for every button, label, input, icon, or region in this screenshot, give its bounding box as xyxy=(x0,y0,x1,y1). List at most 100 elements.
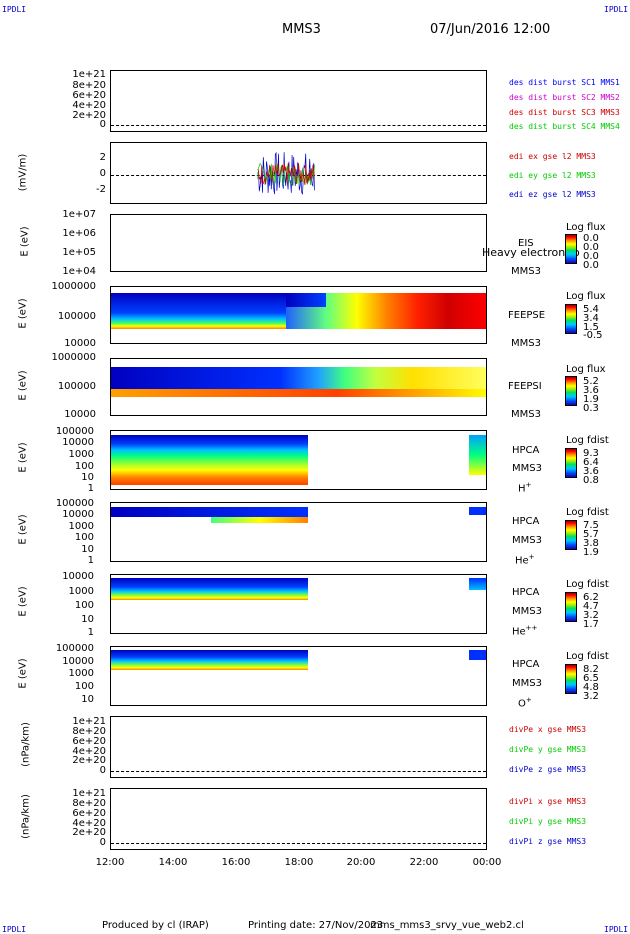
tick-label: 100000 xyxy=(57,311,96,322)
tick-label: 10000 xyxy=(64,409,96,420)
spacecraft-label: MMS3 xyxy=(511,338,541,349)
tick-label: 100000 xyxy=(55,643,94,654)
tick-label: 1000 xyxy=(68,586,94,597)
species-label: He+ xyxy=(515,553,535,566)
corner-label-tl: IPDLI xyxy=(2,5,27,14)
tick-label: 100 xyxy=(74,600,94,611)
panel-hpca-h xyxy=(110,430,487,490)
tick-label: 4e+20 xyxy=(72,818,106,829)
tick-label: 0 xyxy=(99,837,106,848)
spacecraft-title: MMS3 xyxy=(282,22,321,37)
time-tick: 16:00 xyxy=(221,857,251,868)
colorbar xyxy=(565,448,577,478)
instrument-label: HPCA xyxy=(512,445,540,456)
panel-hpca-o xyxy=(110,646,487,706)
colorbar-title: Log flux xyxy=(566,222,606,233)
time-tick: 14:00 xyxy=(158,857,188,868)
colorbar-value: 1.9 xyxy=(583,394,599,405)
tick-label: 1e+05 xyxy=(62,247,96,258)
colorbar xyxy=(565,234,577,264)
spectrogram-region xyxy=(469,578,486,590)
species-name: O xyxy=(518,698,526,710)
colorbar-value: 3.4 xyxy=(583,313,599,324)
tick-label: 0 xyxy=(99,168,106,179)
colorbar-value: 6.5 xyxy=(583,673,599,684)
colorbar-value: 7.5 xyxy=(583,520,599,531)
tick-label: 8e+20 xyxy=(72,798,106,809)
time-tick: 22:00 xyxy=(409,857,439,868)
time-tick: 12:00 xyxy=(95,857,125,868)
panel-edi xyxy=(110,142,487,204)
tick-label: 100000 xyxy=(55,498,94,509)
legend-mms2: des dist burst SC2 MMS2 xyxy=(509,93,620,102)
spectrogram-region xyxy=(111,650,308,670)
colorbar-title: Log flux xyxy=(566,364,606,375)
tick-label: 0 xyxy=(99,119,106,130)
colorbar-value: 5.2 xyxy=(583,376,599,387)
colorbar-title: Log fdist xyxy=(566,651,609,662)
spectrogram-region xyxy=(286,293,326,307)
colorbar xyxy=(565,304,577,334)
tick-label: 10000 xyxy=(62,509,94,520)
colorbar-title: Log fdist xyxy=(566,435,609,446)
tick-label: 2e+20 xyxy=(72,755,106,766)
instrument-label: EIS xyxy=(518,238,534,249)
colorbar xyxy=(565,520,577,550)
tick-label: 8e+20 xyxy=(72,726,106,737)
spectrogram-region xyxy=(469,650,486,660)
colorbar-value: 1.5 xyxy=(583,322,599,333)
tick-label: 10 xyxy=(81,614,94,625)
colorbar-title: Log fdist xyxy=(566,579,609,590)
footer-produced: Produced by cl (IRAP) xyxy=(102,920,209,931)
legend-z: divPe z gse MMS3 xyxy=(509,765,587,774)
legend-x: divPe x gse MMS3 xyxy=(509,725,587,734)
colorbar-value: 1.9 xyxy=(583,547,599,558)
tick-label: 1e+21 xyxy=(72,716,106,727)
tick-label: 2e+20 xyxy=(72,827,106,838)
spacecraft-label: MMS3 xyxy=(511,409,541,420)
datetime-title: 07/Jun/2016 12:00 xyxy=(430,22,551,37)
colorbar xyxy=(565,592,577,622)
tick-label: 100 xyxy=(74,532,94,543)
tick-label: 1000000 xyxy=(51,281,96,292)
legend-ez: edi ez gse l2 MMS3 xyxy=(509,190,596,199)
edi-traces xyxy=(257,151,315,195)
tick-label: 1000 xyxy=(68,449,94,460)
edi-trace xyxy=(257,163,315,185)
colorbar-value: 6.2 xyxy=(583,592,599,603)
zero-line xyxy=(111,125,486,126)
instrument-label: HPCA xyxy=(512,659,540,670)
tick-label: 100 xyxy=(74,681,94,692)
colorbar-value: 0.0 xyxy=(583,260,599,271)
spectrogram-region xyxy=(111,389,486,397)
spectrogram-region xyxy=(111,435,308,485)
spacecraft-label: MMS3 xyxy=(511,266,541,277)
panel-feepsi xyxy=(110,358,487,416)
y-axis-label: E (eV) xyxy=(17,658,29,689)
colorbar-value: 4.8 xyxy=(583,682,599,693)
species-charge: ++ xyxy=(525,624,538,632)
tick-label: 10 xyxy=(81,472,94,483)
legend-ex: edi ex gse l2 MMS3 xyxy=(509,152,596,161)
species-name: H xyxy=(518,483,526,495)
overlay-text: Heavy electron to xyxy=(482,246,580,259)
species-label: H+ xyxy=(518,481,531,494)
legend-mms3: des dist burst SC3 MMS3 xyxy=(509,108,620,117)
tick-label: 10000 xyxy=(62,656,94,667)
spectrogram-region xyxy=(111,507,308,517)
time-tick: 18:00 xyxy=(284,857,314,868)
species-name: He xyxy=(515,555,529,567)
tick-label: 2e+20 xyxy=(72,110,106,121)
y-axis-label: E (eV) xyxy=(17,514,29,545)
y-axis-label: (nPa/km) xyxy=(20,794,32,839)
y-axis-label: E (eV) xyxy=(17,298,29,329)
instrument-label: HPCA xyxy=(512,587,540,598)
colorbar-value: 3.2 xyxy=(583,691,599,702)
tick-label: 10 xyxy=(81,544,94,555)
instrument-label: HPCA xyxy=(512,516,540,527)
colorbar-value: 0.0 xyxy=(583,242,599,253)
legend-y: divPe y gse MMS3 xyxy=(509,745,587,754)
instrument-label: FEEPSE xyxy=(508,310,546,321)
tick-label: 1000 xyxy=(68,668,94,679)
colorbar-title: Log flux xyxy=(566,291,606,302)
